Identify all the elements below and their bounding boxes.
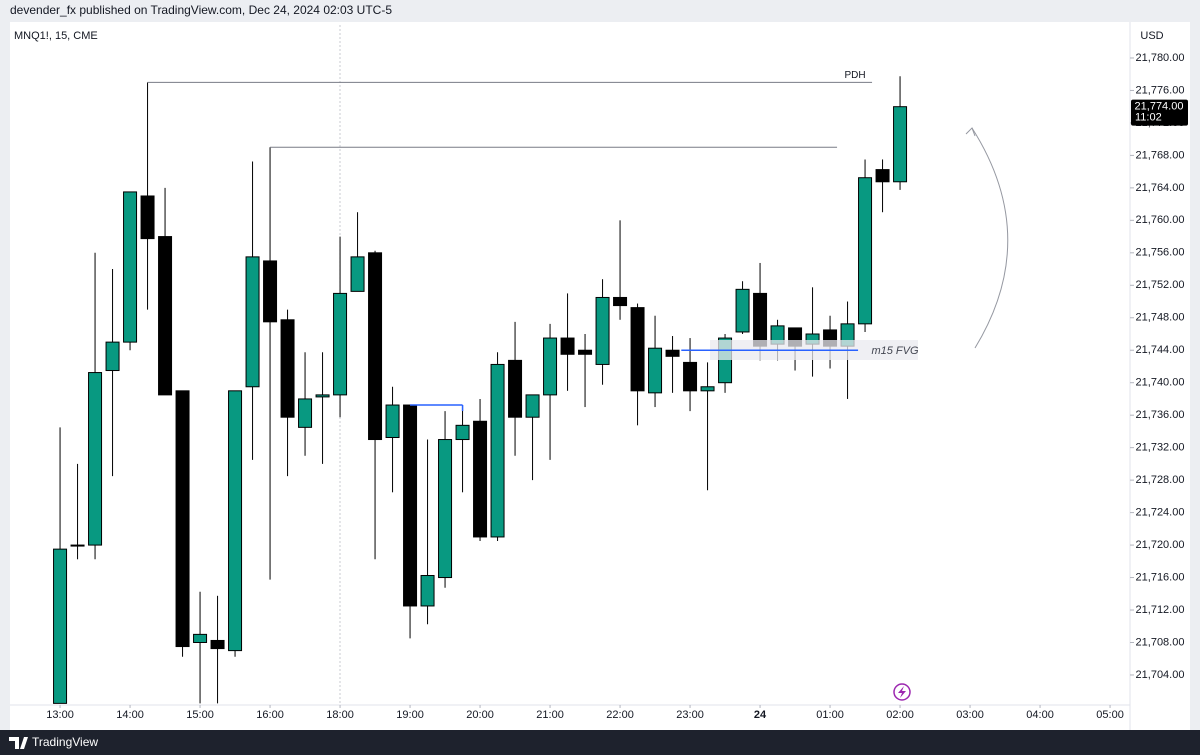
- y-tick-label: 21,756.00: [1136, 247, 1185, 259]
- candle-body: [88, 372, 103, 546]
- candle-body: [158, 236, 173, 396]
- candle-body: [53, 548, 68, 704]
- candle-body: [403, 404, 418, 607]
- symbol-label: MNQ1!, 15, CME: [14, 30, 98, 42]
- y-tick-label: 21,704.00: [1136, 669, 1185, 681]
- footer-bar: [0, 730, 1200, 755]
- candle-body: [333, 292, 348, 396]
- last-price-label: 21,774.00: [1135, 101, 1184, 113]
- x-tick-label: 16:00: [256, 709, 284, 721]
- candle-body: [735, 288, 750, 333]
- y-tick-label: 21,748.00: [1136, 312, 1185, 324]
- candle-body: [280, 319, 295, 418]
- y-tick-label: 21,768.00: [1136, 149, 1185, 161]
- x-tick-label: 03:00: [956, 709, 984, 721]
- candle-body: [665, 349, 680, 357]
- candle-body: [525, 394, 540, 418]
- candle-body: [70, 544, 85, 547]
- x-tick-label: 15:00: [186, 709, 214, 721]
- candle-body: [630, 307, 645, 392]
- candle-body: [700, 386, 715, 392]
- y-tick-label: 21,732.00: [1136, 442, 1185, 454]
- x-tick-label: 01:00: [816, 709, 844, 721]
- candle-body: [420, 575, 435, 607]
- x-tick-label: 05:00: [1096, 709, 1124, 721]
- y-tick-label: 21,764.00: [1136, 182, 1185, 194]
- y-tick-label: 21,740.00: [1136, 377, 1185, 389]
- x-tick-label: 21:00: [536, 709, 564, 721]
- y-tick-label: 21,720.00: [1136, 539, 1185, 551]
- y-tick-label: 21,712.00: [1136, 604, 1185, 616]
- y-tick-label: 21,760.00: [1136, 214, 1185, 226]
- currency-label: USD: [1140, 30, 1163, 42]
- candle-body: [648, 347, 663, 394]
- y-tick-label: 21,736.00: [1136, 409, 1185, 421]
- candle-body: [350, 256, 365, 292]
- y-tick-label: 21,728.00: [1136, 474, 1185, 486]
- x-tick-label: 04:00: [1026, 709, 1054, 721]
- candle-body: [140, 195, 155, 240]
- header-text: devender_fx published on TradingView.com…: [10, 3, 392, 17]
- candle-body: [385, 404, 400, 439]
- candle-body: [315, 394, 330, 398]
- brand-name: TradingView: [32, 735, 98, 749]
- x-tick-label: 19:00: [396, 709, 424, 721]
- x-tick-label: 13:00: [46, 709, 74, 721]
- candle-body: [473, 420, 488, 538]
- y-tick-label: 21,776.00: [1136, 84, 1185, 96]
- y-tick-label: 21,780.00: [1136, 52, 1185, 64]
- y-tick-label: 21,708.00: [1136, 636, 1185, 648]
- candle-body: [228, 390, 243, 652]
- x-tick-label: 02:00: [886, 709, 914, 721]
- y-tick-label: 21,752.00: [1136, 279, 1185, 291]
- candle-body: [105, 341, 120, 372]
- candle-body: [263, 260, 278, 323]
- candle-body: [508, 359, 523, 418]
- brand-logo: [9, 737, 28, 749]
- curved-arrow: [971, 127, 1009, 349]
- candle-body: [438, 439, 453, 579]
- candle-body: [490, 363, 505, 538]
- last-price-box: [1131, 99, 1188, 126]
- x-tick-label: 14:00: [116, 709, 144, 721]
- x-tick-label: 22:00: [606, 709, 634, 721]
- candle-body: [298, 398, 313, 428]
- candle-body: [193, 633, 208, 643]
- candle-body: [595, 296, 610, 365]
- event-icon-bolt: [898, 686, 906, 698]
- candle-body: [683, 361, 698, 392]
- countdown-label: 11:02: [1135, 112, 1162, 124]
- x-tick-label: 24: [754, 709, 767, 721]
- x-tick-label: 20:00: [466, 709, 494, 721]
- candle-body: [368, 252, 383, 441]
- candle-body: [858, 177, 873, 325]
- y-tick-label: 21,724.00: [1136, 507, 1185, 519]
- candle-body: [875, 169, 890, 183]
- chart-panel: [10, 22, 1190, 730]
- y-tick-label: 21,744.00: [1136, 344, 1185, 356]
- candle-body: [210, 639, 225, 650]
- x-tick-label: 18:00: [326, 709, 354, 721]
- event-icon[interactable]: [893, 683, 911, 701]
- y-tick-label: 21,716.00: [1136, 571, 1185, 583]
- candle-body: [753, 292, 768, 347]
- arrow-head: [965, 127, 976, 137]
- candle-body: [175, 390, 190, 648]
- level-label: m15 FVG: [871, 345, 919, 357]
- candle-body: [893, 106, 908, 183]
- level-label: PDH: [844, 70, 865, 81]
- candle-body: [578, 349, 593, 355]
- candle-body: [613, 296, 628, 307]
- candle-body: [560, 337, 575, 355]
- candle-body: [543, 337, 558, 396]
- candle-body: [123, 191, 138, 343]
- candle-body: [455, 424, 470, 441]
- x-tick-label: 23:00: [676, 709, 704, 721]
- candle-body: [245, 256, 260, 388]
